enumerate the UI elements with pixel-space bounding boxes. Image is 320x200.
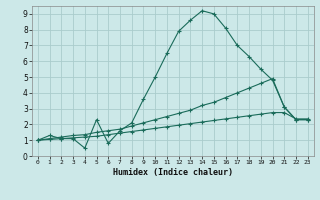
X-axis label: Humidex (Indice chaleur): Humidex (Indice chaleur) (113, 168, 233, 177)
